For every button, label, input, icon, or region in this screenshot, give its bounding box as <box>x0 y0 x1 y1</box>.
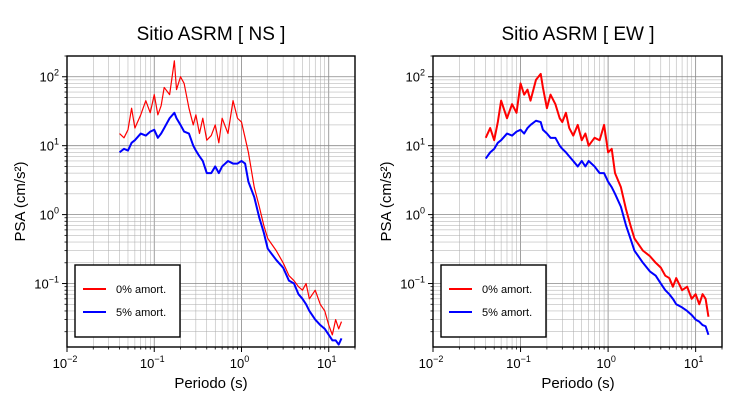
chart-1-plot-frame <box>66 55 356 348</box>
chart-1-x-axis-label: Periodo (s) <box>174 375 247 392</box>
chart-1-y-tick-label: 10−1 <box>34 275 59 292</box>
chart-2-y-tick-label: 100 <box>406 206 425 223</box>
chart-2-plot-frame <box>432 55 723 348</box>
chart-1-legend-label-1: 0% amort. <box>116 284 166 296</box>
chart-1-series-line-1 <box>119 60 343 336</box>
chart-2: 10−2 10−1 100 101 10−1 100 101 102 Sitio ASRM [ … <box>378 24 723 392</box>
chart-1-x-tick-label: 10−2 <box>53 354 78 371</box>
chart-2-series-line-1 <box>484 72 710 317</box>
chart-2-x-tick-label: 100 <box>596 354 615 371</box>
chart-1-title: Sitio ASRM [ NS ] <box>137 24 286 45</box>
chart-1-x-tick-label: 10−1 <box>140 354 165 371</box>
chart-1-y-tick-label: 100 <box>40 206 59 223</box>
chart-1-legend: 0% amort. 5% amort. <box>74 264 181 338</box>
chart-2-y-tick-label: 10−1 <box>400 275 425 292</box>
chart-1-x-tick-label: 100 <box>230 354 249 371</box>
chart-1-series-line-2 <box>118 111 343 346</box>
chart-2-y-tick-label: 102 <box>406 68 425 85</box>
chart-2-x-tick-label: 101 <box>684 354 703 371</box>
chart-1: 10−2 10−1 100 101 10−1 100 101 102 Sitio ASRM [ … <box>12 24 356 392</box>
chart-2-title: Sitio ASRM [ EW ] <box>501 24 654 45</box>
chart-1-legend-box <box>74 264 181 338</box>
chart-2-legend-label-1: 0% amort. <box>482 284 532 296</box>
chart-1-y-tick-label: 102 <box>40 68 59 85</box>
chart-2-series-line-2 <box>484 119 710 336</box>
chart-1-x-tick-label: 101 <box>317 354 336 371</box>
chart-2-x-tick-label: 10−2 <box>419 354 444 371</box>
chart-2-y-axis-label: PSA (cm/s²) <box>378 161 395 241</box>
chart-1-y-tick-label: 101 <box>40 137 59 154</box>
chart-2-x-tick-label: 10−1 <box>506 354 531 371</box>
chart-1-legend-label-2: 5% amort. <box>116 307 166 319</box>
chart-2-legend: 0% amort. 5% amort. <box>440 264 547 338</box>
chart-2-legend-box <box>440 264 547 338</box>
chart-2-x-axis-label: Periodo (s) <box>541 375 614 392</box>
chart-2-y-tick-label: 101 <box>406 137 425 154</box>
chart-2-legend-label-2: 5% amort. <box>482 307 532 319</box>
chart-1-y-axis-label: PSA (cm/s²) <box>12 161 29 241</box>
